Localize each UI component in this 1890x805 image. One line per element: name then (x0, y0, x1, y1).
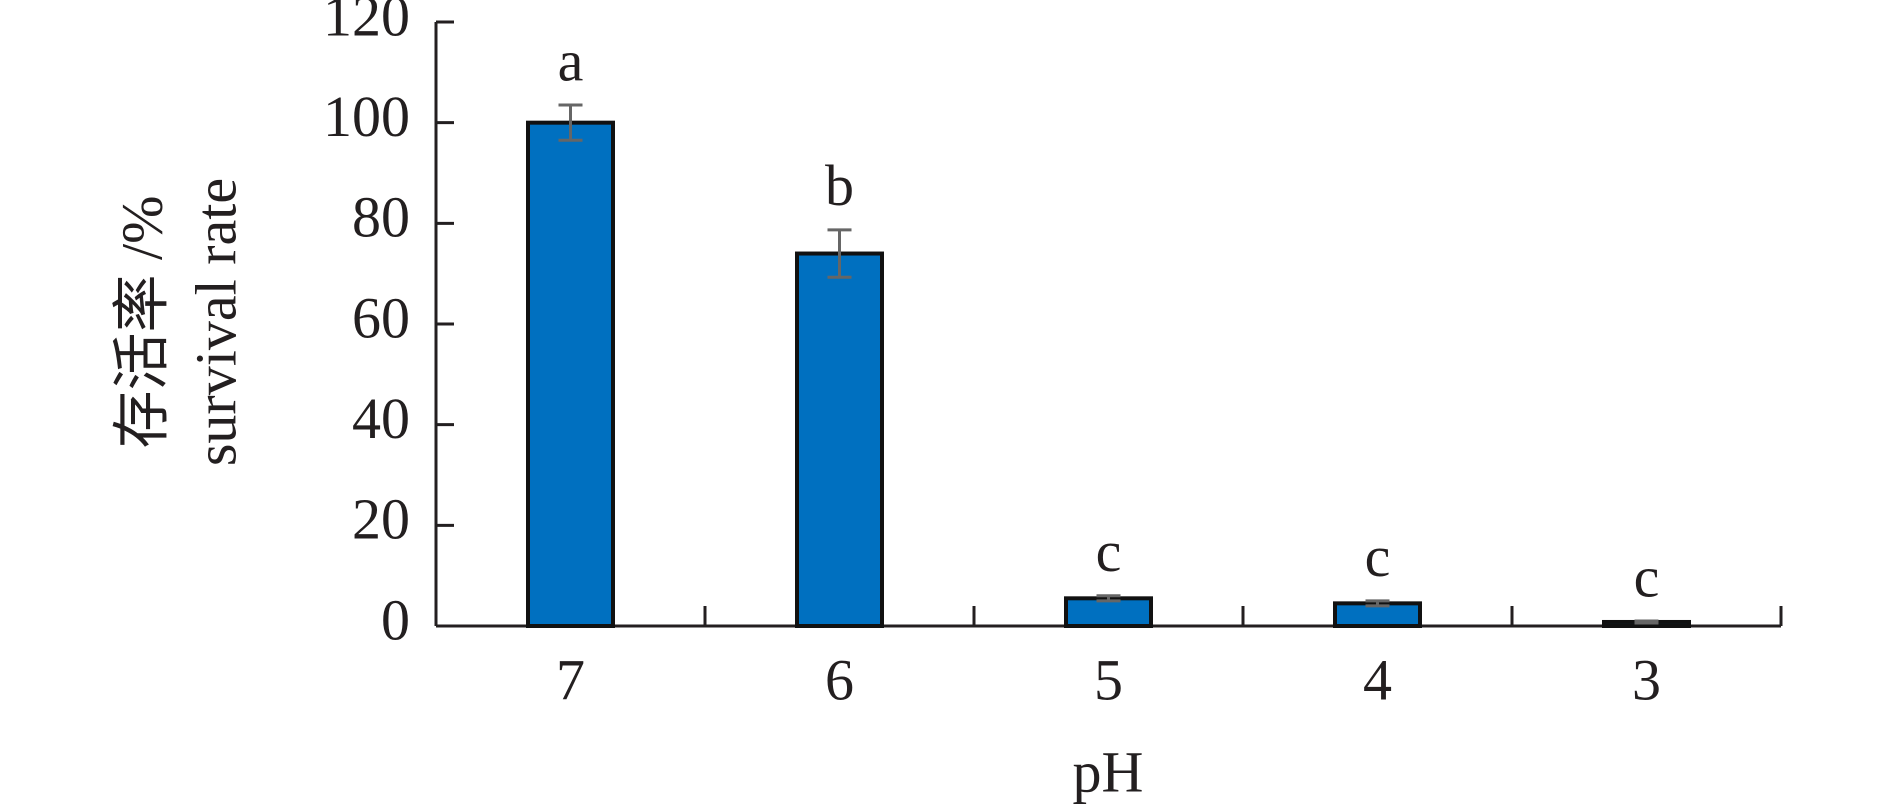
significance-label: c (1365, 524, 1391, 589)
x-axis-title: pH (1073, 739, 1144, 804)
bar (795, 251, 884, 629)
y-tick-label: 120 (323, 0, 410, 48)
y-tick-label: 20 (352, 487, 410, 552)
significance-label: c (1634, 544, 1660, 609)
y-axis-title: survival rate (183, 178, 248, 466)
y-tick-label: 80 (352, 185, 410, 250)
significance-label: c (1096, 519, 1122, 584)
bar (526, 120, 615, 629)
x-tick-label: 7 (556, 647, 585, 712)
bar (1064, 596, 1153, 628)
x-tick-label: 6 (825, 647, 854, 712)
x-tick-label: 5 (1094, 647, 1123, 712)
significance-label: b (825, 153, 854, 218)
y-tick-label: 100 (323, 84, 410, 149)
y-axis-title: 存活率 /% (109, 196, 174, 449)
significance-label: a (558, 28, 584, 93)
x-tick-label: 3 (1632, 647, 1661, 712)
y-tick-label: 0 (381, 587, 410, 652)
y-tick-label: 40 (352, 386, 410, 451)
y-tick-label: 60 (352, 285, 410, 350)
x-tick-label: 4 (1363, 647, 1392, 712)
